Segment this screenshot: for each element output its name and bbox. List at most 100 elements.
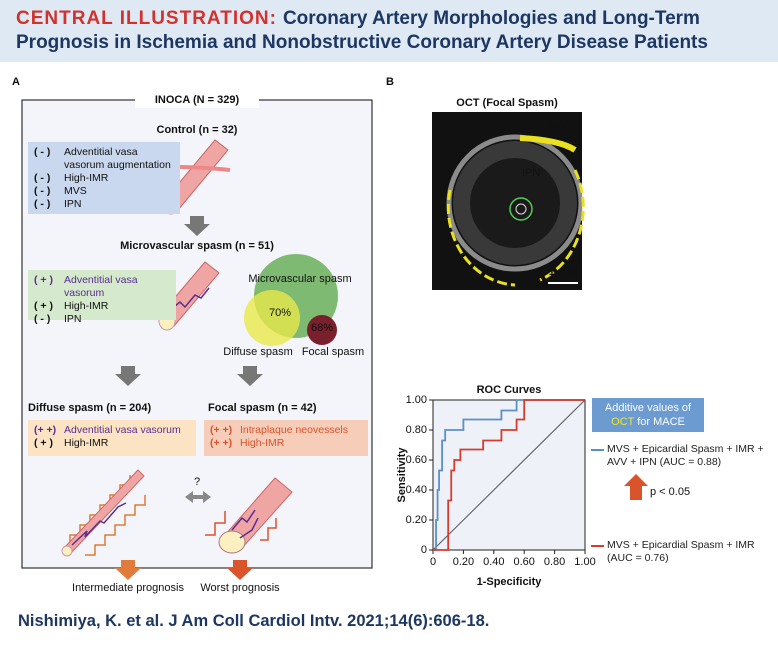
item-sign: ( + ): [34, 437, 53, 449]
group-box: ( - ) Adventitial vasa vasorum augmentati…: [28, 142, 180, 214]
item-sign: (+ +): [210, 424, 233, 436]
p-value: p < 0.05: [650, 486, 690, 498]
annotation-highlight: OCT: [611, 416, 635, 428]
item-row: ( - ) MVS: [34, 185, 174, 198]
double-arrow: [185, 491, 211, 503]
y-tick-label: 0: [421, 544, 427, 556]
group-box: (+ +) Intraplaque neovessels (+ +) High-IMR: [204, 420, 368, 456]
venn-value: 68%: [311, 322, 333, 334]
x-tick-label: 1.00: [574, 556, 595, 568]
item-row: ( - ) Adventitial vasa vasorum augmentati…: [34, 146, 174, 172]
venn-label: Microvascular spasm: [248, 273, 351, 285]
legend-entry: MVS + Epicardial Spasm + IMR (AUC = 0.76…: [607, 539, 755, 564]
item-sign: ( - ): [34, 198, 51, 210]
item-text: High-IMR: [64, 437, 109, 449]
annotation-box: Additive values of OCT for MACE: [592, 398, 704, 432]
panel-label: A: [12, 76, 20, 88]
x-tick-label: 0.80: [544, 556, 565, 568]
y-tick-label: 0.60: [406, 454, 427, 466]
item-sign: ( - ): [34, 172, 51, 184]
header-title: CENTRAL ILLUSTRATION: Coronary Artery Mor…: [16, 7, 766, 55]
item-row: ( + ) High-IMR: [34, 300, 170, 313]
y-axis-label: Sensitivity: [396, 447, 408, 503]
citation: Nishimiya, K. et al. J Am Coll Cardiol I…: [18, 612, 490, 630]
outcome: Worst prognosis: [200, 582, 280, 594]
item-text: Adventitial vasa vasorum: [64, 424, 181, 436]
group-title: Diffuse spasm (n = 204): [28, 402, 152, 414]
roc-line: [433, 399, 585, 551]
title-bg: [135, 92, 259, 108]
oct-label: AVV: [546, 120, 568, 132]
annotation-line: OCT for MACE: [592, 415, 704, 429]
panel-title: INOCA (N = 329): [155, 94, 240, 106]
oct-image: [432, 112, 585, 290]
x-axis-label: 1-Specificity: [477, 576, 543, 588]
group-title: Focal spasm (n = 42): [208, 402, 317, 414]
arrow-down: [115, 560, 141, 580]
outcome: Intermediate prognosis: [72, 582, 184, 594]
annotation-text: for MACE: [637, 416, 685, 428]
item-text: MVS: [64, 185, 87, 197]
item-sign: ( + ): [34, 300, 53, 312]
item-row: (+ +) Intraplaque neovessels: [210, 424, 362, 437]
vessel-diffuse: [61, 469, 146, 557]
item-row: (+ +) Adventitial vasa vasorum: [34, 424, 190, 437]
group-title: Microvascular spasm (n = 51): [120, 240, 274, 252]
x-tick-label: 0.40: [483, 556, 504, 568]
item-row: ( + ) Adventitial vasa vasorum: [34, 274, 170, 300]
group-box: ( + ) Adventitial vasa vasorum ( + ) High-I…: [28, 270, 176, 325]
y-tick-label: 0.40: [406, 484, 427, 496]
item-sign: (+ +): [210, 437, 233, 449]
roc-line: [433, 399, 585, 551]
item-text: Intraplaque neovessels: [240, 424, 348, 436]
item-text: Adventitial vasa vasorum: [64, 274, 138, 299]
legend-entry: MVS + Epicardial Spasm + IMR + AVV + IPN…: [607, 443, 764, 468]
y-tick-label: 0.20: [406, 514, 427, 526]
vessel-focal: [205, 477, 293, 554]
item-sign: ( - ): [34, 146, 51, 158]
item-sign: (+ +): [34, 424, 57, 436]
oct-title: OCT (Focal Spasm): [456, 97, 558, 109]
venn-focal: [307, 315, 337, 345]
annotation-text: Additive values of: [604, 402, 692, 414]
x-tick-label: 0.60: [513, 556, 534, 568]
question: ?: [194, 476, 200, 488]
oct-label: IPN: [522, 167, 540, 179]
venn-value: 70%: [269, 307, 291, 319]
item-sign: ( + ): [34, 274, 53, 286]
chart-title: ROC Curves: [477, 384, 542, 396]
x-tick-label: 0: [430, 556, 436, 568]
scale-label: 1 mm: [549, 266, 578, 278]
header-label: CENTRAL ILLUSTRATION:: [16, 8, 277, 29]
item-row: (+ +) High-IMR: [210, 437, 362, 450]
panel-label: B: [386, 76, 394, 88]
item-row: ( - ) High-IMR: [34, 172, 174, 185]
group-box: (+ +) Adventitial vasa vasorum ( + ) High-I…: [28, 420, 196, 456]
x-tick-label: 0.20: [453, 556, 474, 568]
y-tick-label: 1.00: [406, 394, 427, 406]
item-text: IPN: [64, 198, 82, 210]
reference-line: [432, 399, 586, 551]
item-text: High-IMR: [64, 300, 109, 312]
arrow-down: [227, 560, 253, 580]
group-title: Control (n = 32): [157, 124, 238, 136]
item-sign: ( - ): [34, 313, 51, 325]
venn-label: Diffuse spasm: [223, 346, 293, 358]
arrow-down: [237, 366, 263, 386]
arrow-down: [184, 216, 210, 236]
item-text: Adventitial vasa vasorum augmentation: [64, 146, 171, 171]
header-title-text: Coronary Artery Morphologies and Long-Te…: [16, 8, 708, 53]
arrow-down: [115, 366, 141, 386]
item-text: IPN: [64, 313, 82, 325]
item-row: ( - ) IPN: [34, 313, 170, 326]
item-sign: ( - ): [34, 185, 51, 197]
item-text: High-IMR: [240, 437, 285, 449]
item-row: ( - ) IPN: [34, 198, 174, 211]
item-row: ( + ) High-IMR: [34, 437, 190, 450]
venn-diffuse: [244, 290, 300, 346]
y-tick-label: 0.80: [406, 424, 427, 436]
arrow-up: [624, 474, 648, 500]
header-band: [0, 0, 778, 62]
item-text: High-IMR: [64, 172, 109, 184]
